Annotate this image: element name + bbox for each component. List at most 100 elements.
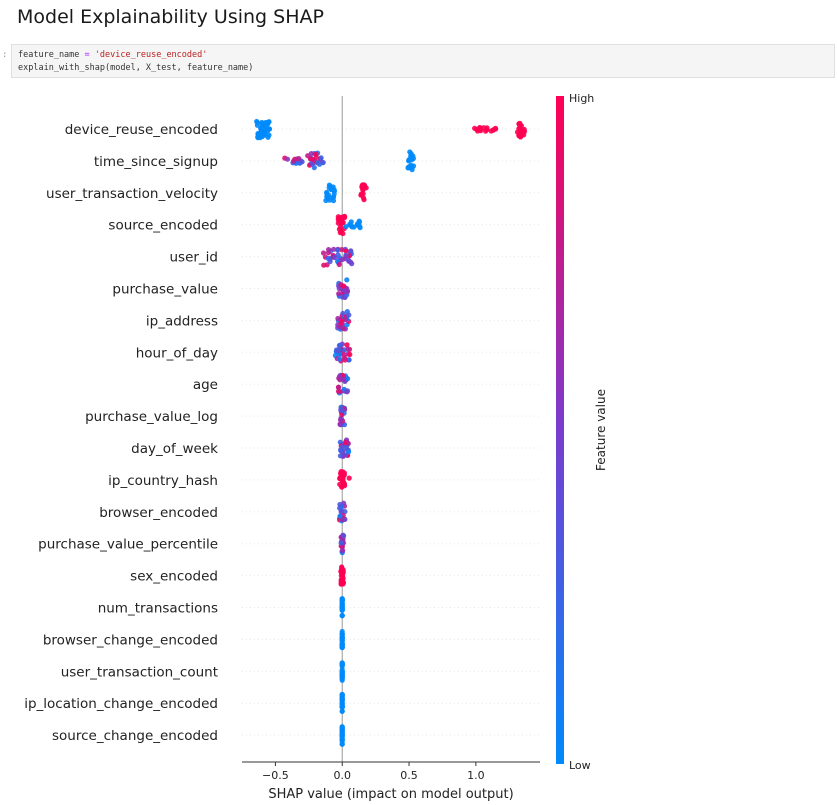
x-tick-label: 0.0 [333, 769, 351, 782]
shap-point [363, 185, 369, 191]
code-cell[interactable]: feature_name = 'device_reuse_encoded' ex… [11, 44, 835, 78]
shap-point [336, 356, 343, 362]
shap-point [343, 224, 349, 230]
feature-label: sex_encoded [130, 569, 218, 585]
shap-point [336, 226, 342, 232]
shap-point [344, 277, 350, 283]
shap-point [344, 342, 350, 348]
shap-point [339, 638, 345, 644]
shap-point [346, 357, 352, 363]
shap-point [339, 708, 345, 714]
shap-point [340, 469, 346, 475]
shap-point [315, 160, 321, 166]
page-title: Model Explainability Using SHAP [17, 6, 324, 28]
shap-point [349, 261, 355, 267]
shap-point [358, 192, 364, 198]
shap-point [340, 310, 346, 317]
feature-label: purchase_value_percentile [38, 537, 218, 553]
shap-point [343, 439, 349, 445]
feature-label: user_transaction_count [61, 664, 218, 680]
shap-point [340, 283, 346, 289]
shap-point [339, 741, 345, 747]
shap-point [339, 578, 346, 584]
shap-point [341, 288, 348, 294]
feature-label: day_of_week [131, 441, 218, 457]
shap-point [299, 159, 305, 165]
shap-point [340, 547, 346, 554]
feature-label: browser_change_encoded [43, 632, 218, 648]
shap-point [318, 155, 324, 161]
shap-point [359, 183, 365, 189]
shap-point [406, 164, 412, 170]
shap-point [339, 217, 345, 223]
shap-point [339, 484, 345, 490]
shap-point [337, 342, 343, 348]
shap-point [341, 352, 347, 358]
feature-label: ip_address [146, 313, 218, 329]
shap-point [335, 315, 341, 322]
shap-points [254, 118, 528, 747]
shap-point [343, 253, 349, 259]
feature-label: user_transaction_velocity [46, 186, 218, 202]
shap-point [335, 247, 341, 253]
shap-point [307, 156, 313, 162]
x-tick-label: −0.5 [262, 769, 289, 782]
shap-point [262, 132, 268, 138]
row-guides [242, 128, 540, 736]
shap-point [517, 122, 523, 129]
shap-point [344, 388, 351, 394]
shap-point [338, 540, 344, 546]
colorbar-high-label: High [569, 92, 594, 105]
code-string: 'device_reuse_encoded' [94, 50, 208, 60]
shap-point [341, 533, 347, 539]
shap-point [296, 156, 302, 162]
shap-point [339, 256, 346, 262]
shap-point [477, 125, 483, 131]
shap-point [337, 501, 343, 508]
shap-point [284, 156, 291, 162]
feature-label: num_transactions [98, 601, 218, 617]
shap-point [336, 291, 342, 297]
feature-label: user_id [169, 250, 218, 266]
feature-label: hour_of_day [136, 345, 218, 361]
shap-point [519, 127, 525, 133]
shap-point [308, 151, 314, 157]
shap-point [339, 598, 345, 604]
shap-point [336, 286, 342, 292]
shap-point [356, 218, 362, 224]
shap-point [337, 351, 343, 357]
shap-point [336, 347, 342, 353]
shap-point [490, 127, 496, 133]
shap-point [349, 224, 355, 230]
shap-point [408, 151, 414, 157]
colorbar-label: Feature value [594, 389, 608, 471]
shap-point [409, 157, 415, 163]
shap-point [337, 513, 343, 519]
shap-point [339, 737, 345, 743]
shap-point [337, 417, 344, 423]
shap-point [341, 326, 347, 332]
code-operator: = [84, 50, 90, 60]
shap-point [255, 135, 261, 141]
feature-label: purchase_value [112, 282, 218, 298]
shap-point [327, 258, 333, 265]
shap-point [320, 250, 327, 256]
shap-point [336, 261, 342, 268]
shap-point [324, 190, 330, 196]
feature-label: ip_location_change_encoded [24, 696, 218, 712]
shap-point [348, 248, 354, 254]
shap-point [331, 246, 337, 252]
shap-point [259, 119, 265, 126]
shap-point [339, 412, 345, 418]
cell-prompt: : [2, 50, 8, 60]
shap-point [326, 185, 332, 191]
shap-point [321, 262, 327, 268]
shap-point [339, 661, 345, 667]
shap-point [342, 316, 349, 322]
code-line-2: explain_with_shap(model, X_test, feature… [18, 63, 254, 73]
shap-point [347, 351, 353, 358]
shap-point [311, 165, 317, 171]
shap-point [472, 125, 478, 131]
shap-point [361, 197, 367, 203]
shap-summary-chart: device_reuse_encoded time_since_signupuse… [24, 92, 608, 802]
